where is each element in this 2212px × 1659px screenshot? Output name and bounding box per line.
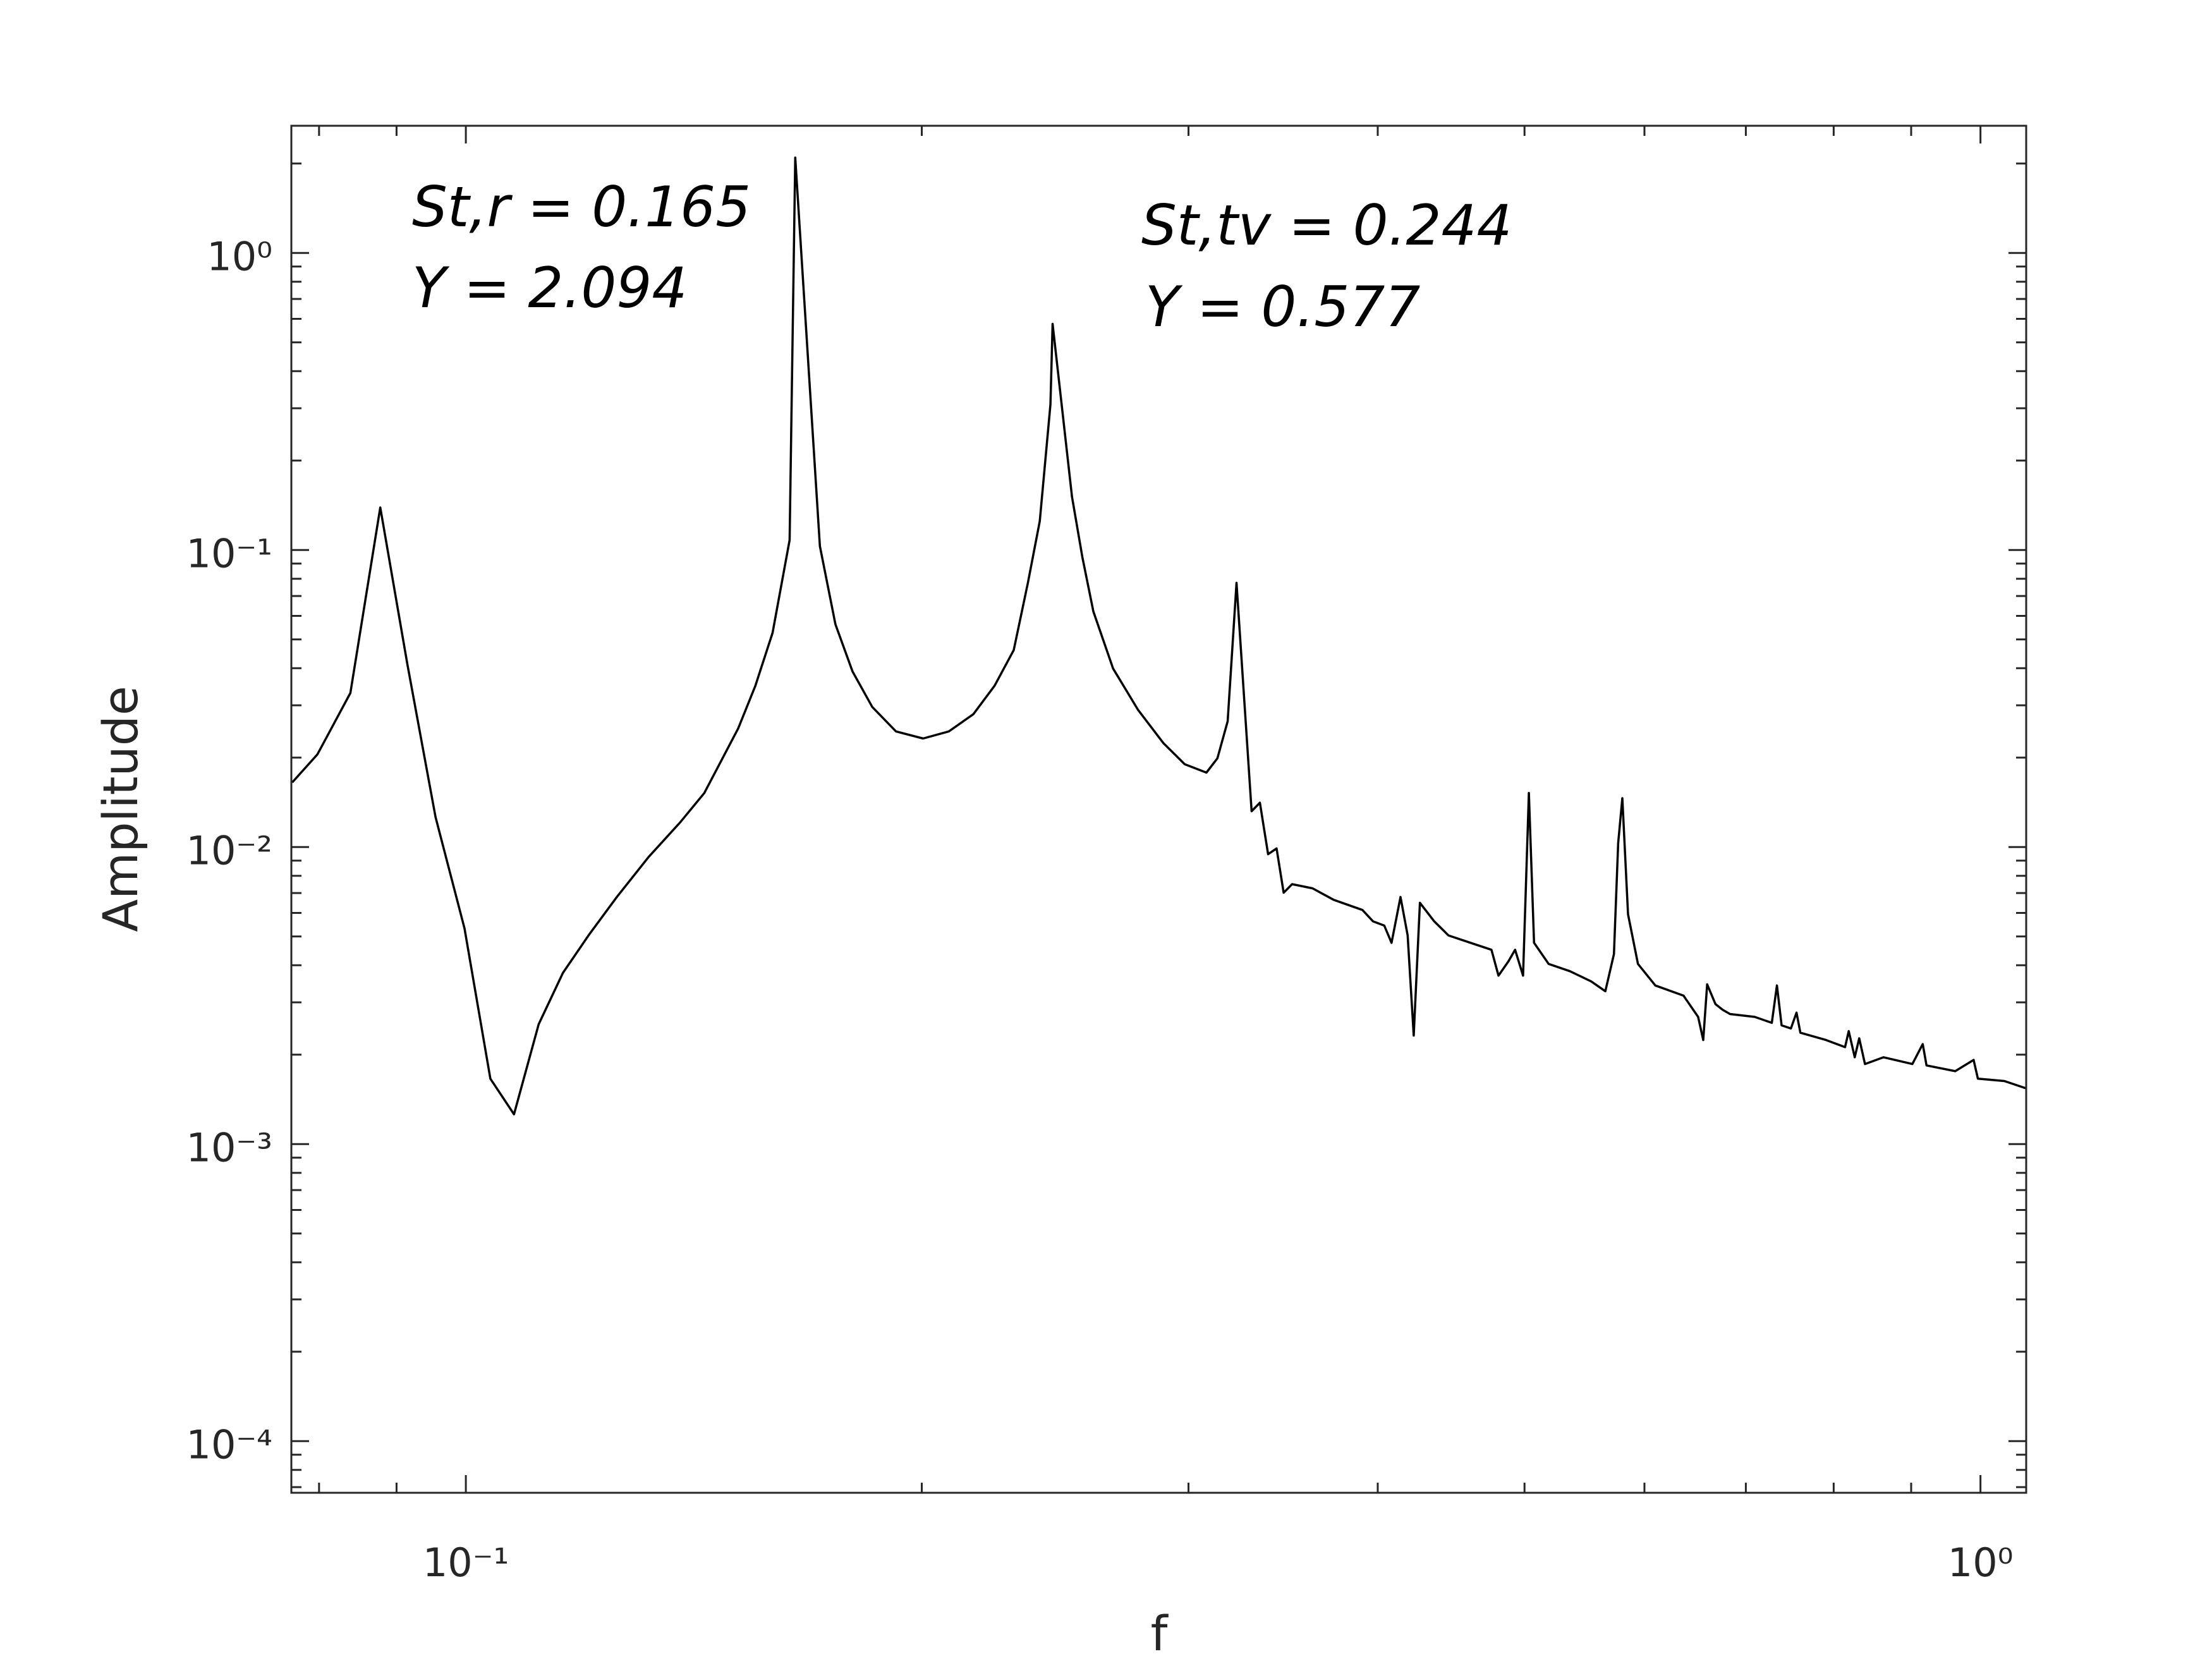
x-axis-label: f bbox=[1151, 1605, 1169, 1659]
x-tick-label: 10⁻¹ bbox=[423, 1540, 509, 1586]
annotation: St,tv = 0.244 bbox=[1141, 193, 1512, 258]
annotation: Y = 0.577 bbox=[1145, 274, 1420, 339]
y-tick-label: 10⁻³ bbox=[186, 1124, 272, 1170]
y-tick-label: 10⁻² bbox=[186, 827, 272, 873]
y-tick-label: 10⁻⁴ bbox=[186, 1421, 272, 1468]
annotation: St,r = 0.165 bbox=[412, 174, 751, 240]
y-tick-label: 10⁰ bbox=[207, 233, 272, 279]
data-line bbox=[291, 156, 2027, 1115]
y-tick-label: 10⁻¹ bbox=[186, 530, 272, 576]
plot-frame bbox=[290, 125, 2027, 1494]
annotation: Y = 2.094 bbox=[412, 255, 687, 320]
y-axis-label: Amplitude bbox=[92, 686, 149, 932]
x-tick-label: 10⁰ bbox=[1948, 1540, 2014, 1586]
